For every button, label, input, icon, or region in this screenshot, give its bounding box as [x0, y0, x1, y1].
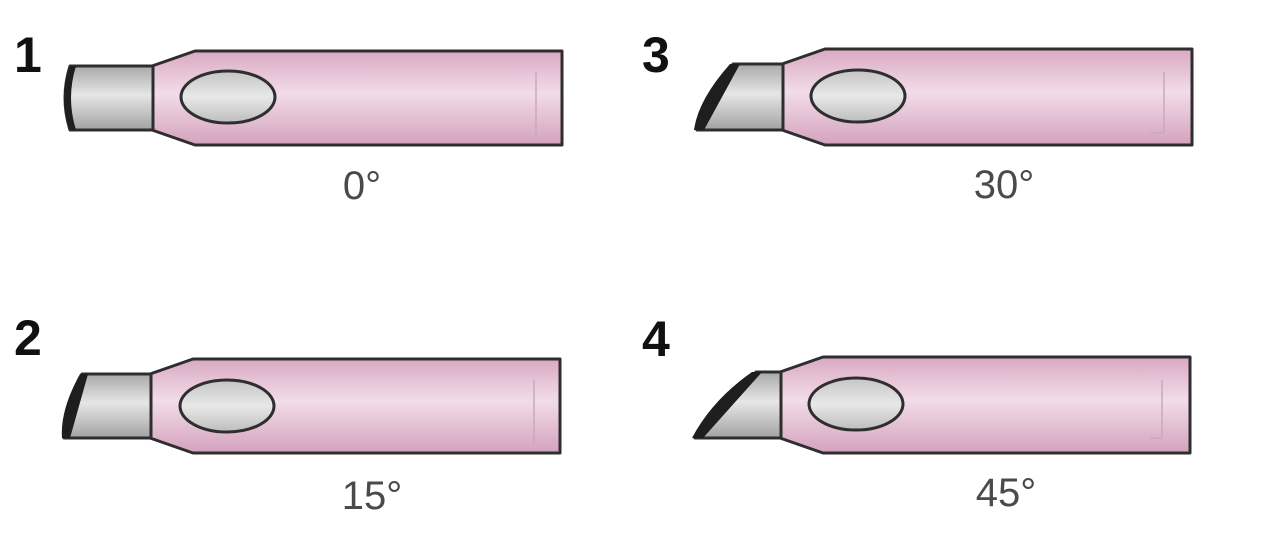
panel-number-1: 1 — [14, 27, 42, 83]
lens-face — [64, 66, 76, 130]
endoscope-30-degree — [694, 47, 1194, 147]
endoscope-panel-2: 2 15° — [14, 310, 562, 518]
endoscope-0-degree — [63, 49, 564, 147]
viewing-window — [179, 69, 277, 125]
viewing-window — [807, 376, 905, 432]
endoscope-panel-1: 1 0° — [14, 27, 564, 208]
angle-label-3: 30° — [974, 163, 1035, 207]
viewing-window — [809, 68, 907, 124]
sheath-detail — [1150, 380, 1163, 439]
angle-label-2: 15° — [342, 474, 403, 518]
angle-label-4: 45° — [976, 471, 1037, 515]
angle-label-1: 0° — [343, 164, 381, 208]
panel-number-4: 4 — [642, 311, 670, 367]
lens-face — [61, 374, 88, 438]
endoscope-panel-4: 4 45° — [642, 311, 1192, 515]
endoscope-45-degree — [692, 355, 1192, 455]
lens-face — [694, 64, 740, 130]
viewing-window — [178, 378, 276, 434]
lens-face — [692, 372, 762, 438]
panel-number-3: 3 — [642, 27, 670, 83]
panel-number-2: 2 — [14, 310, 42, 366]
endoscope-15-degree — [61, 357, 562, 455]
sheath-detail — [1150, 72, 1165, 134]
lens — [63, 64, 155, 132]
endoscope-panel-3: 3 30° — [642, 27, 1194, 207]
